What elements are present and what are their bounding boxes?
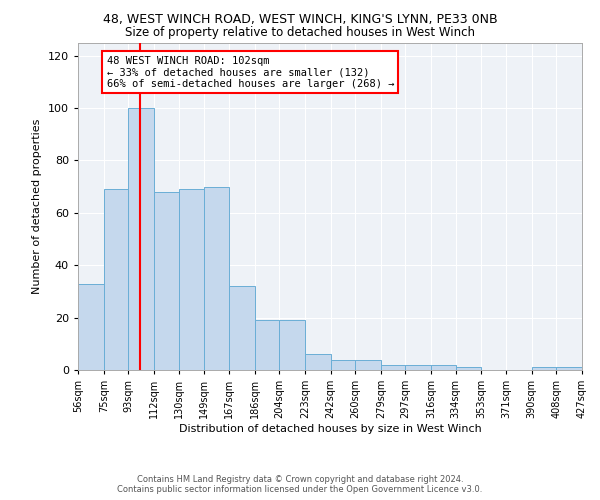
Text: 48, WEST WINCH ROAD, WEST WINCH, KING'S LYNN, PE33 0NB: 48, WEST WINCH ROAD, WEST WINCH, KING'S … <box>103 12 497 26</box>
Bar <box>406 365 431 370</box>
Bar <box>128 108 154 370</box>
Bar <box>78 284 104 370</box>
Y-axis label: Number of detached properties: Number of detached properties <box>32 118 42 294</box>
Bar <box>556 368 582 370</box>
Bar <box>431 365 455 370</box>
Text: Contains HM Land Registry data © Crown copyright and database right 2024.
Contai: Contains HM Land Registry data © Crown c… <box>118 474 482 494</box>
Bar <box>305 354 331 370</box>
Bar <box>455 368 481 370</box>
Bar <box>355 360 381 370</box>
Bar <box>381 365 406 370</box>
Text: 48 WEST WINCH ROAD: 102sqm
← 33% of detached houses are smaller (132)
66% of sem: 48 WEST WINCH ROAD: 102sqm ← 33% of deta… <box>107 56 394 89</box>
Bar <box>104 189 128 370</box>
Bar <box>154 192 179 370</box>
Bar <box>331 360 355 370</box>
Bar <box>532 368 556 370</box>
X-axis label: Distribution of detached houses by size in West Winch: Distribution of detached houses by size … <box>179 424 481 434</box>
Text: Size of property relative to detached houses in West Winch: Size of property relative to detached ho… <box>125 26 475 39</box>
Bar <box>279 320 305 370</box>
Bar <box>205 186 229 370</box>
Bar <box>229 286 254 370</box>
Bar <box>254 320 279 370</box>
Bar <box>179 189 205 370</box>
